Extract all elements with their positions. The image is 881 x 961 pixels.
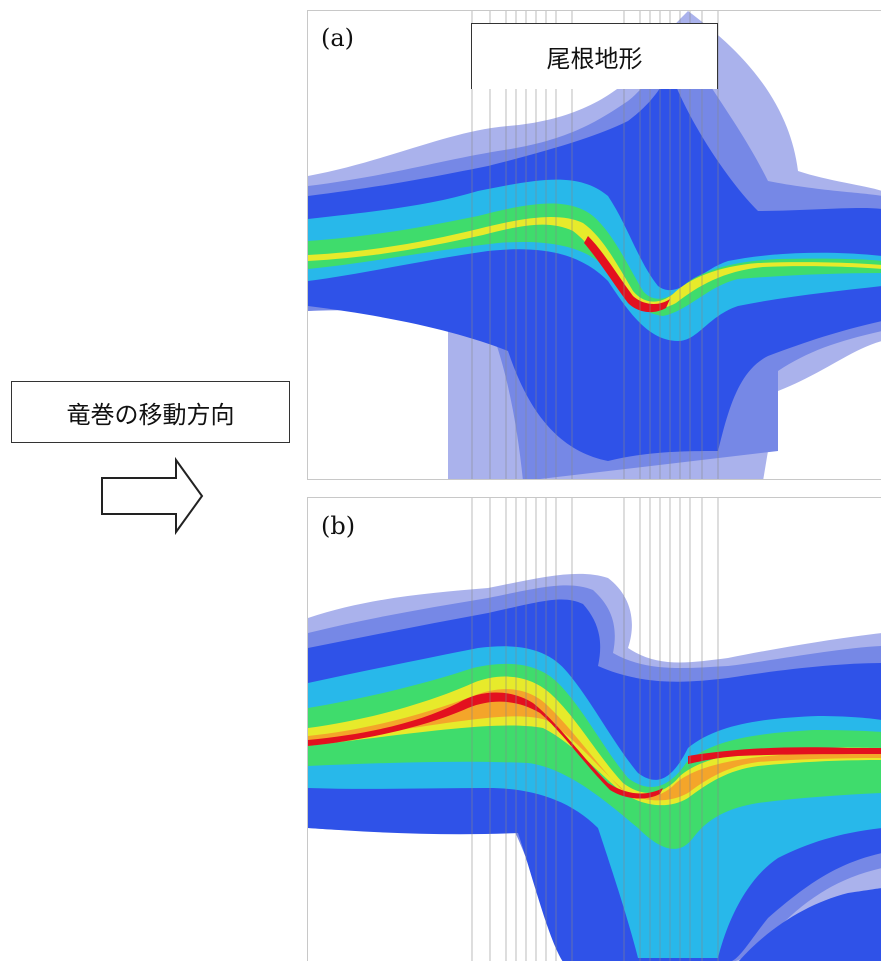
- panel-b-contour-plot: [308, 498, 881, 961]
- panel-a-contour-plot: [308, 11, 881, 479]
- right-outline-arrow-icon: [101, 456, 204, 536]
- tornado-direction-text: 竜巻の移動方向: [66, 400, 235, 429]
- panel-b-label: (b): [321, 512, 356, 540]
- panel-a-label: (a): [321, 24, 355, 52]
- panel-a: (a): [307, 10, 881, 480]
- tornado-direction-label-box: 竜巻の移動方向: [11, 381, 290, 443]
- ridge-terrain-label-box: 尾根地形: [471, 23, 718, 89]
- ridge-terrain-text: 尾根地形: [546, 45, 643, 73]
- panel-b: (b): [307, 497, 881, 961]
